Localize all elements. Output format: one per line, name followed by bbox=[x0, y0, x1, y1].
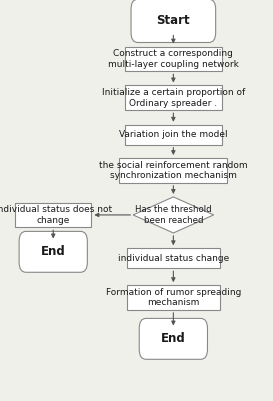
Bar bbox=[15, 203, 91, 227]
Text: Variation join the model: Variation join the model bbox=[119, 130, 228, 139]
Bar bbox=[127, 285, 220, 310]
FancyBboxPatch shape bbox=[131, 0, 216, 43]
Text: Has the threshold
been reached: Has the threshold been reached bbox=[135, 205, 212, 225]
Text: individual status change: individual status change bbox=[118, 254, 229, 263]
FancyBboxPatch shape bbox=[19, 231, 87, 272]
Text: End: End bbox=[161, 332, 186, 345]
Text: End: End bbox=[41, 245, 66, 258]
Text: Individual status does not
change: Individual status does not change bbox=[0, 205, 112, 225]
FancyBboxPatch shape bbox=[139, 318, 207, 359]
Text: Formation of rumor spreading
mechanism: Formation of rumor spreading mechanism bbox=[106, 288, 241, 307]
Text: Construct a corresponding
multi-layer coupling network: Construct a corresponding multi-layer co… bbox=[108, 49, 239, 69]
Text: the social reinforcement random
synchronization mechanism: the social reinforcement random synchron… bbox=[99, 161, 248, 180]
Text: Start: Start bbox=[156, 14, 190, 27]
Bar bbox=[125, 125, 222, 145]
Bar bbox=[127, 248, 220, 268]
Bar bbox=[120, 158, 227, 183]
Bar bbox=[125, 85, 222, 110]
Text: Initialize a certain proportion of
Ordinary spreader .: Initialize a certain proportion of Ordin… bbox=[102, 88, 245, 107]
Bar bbox=[125, 47, 222, 71]
Polygon shape bbox=[133, 197, 213, 233]
